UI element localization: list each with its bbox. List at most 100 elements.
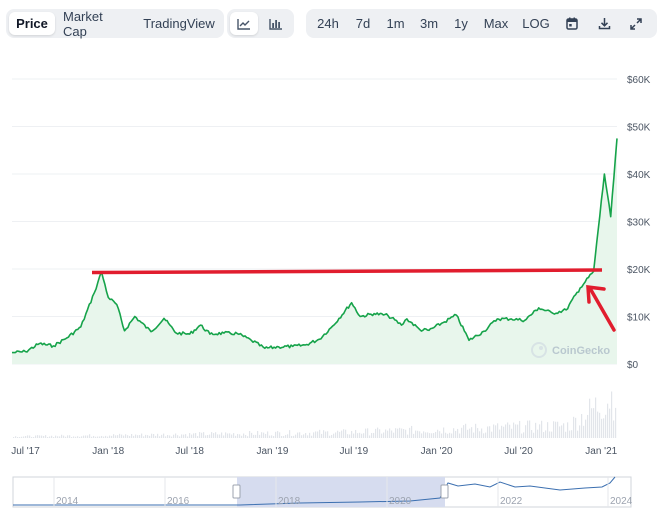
volume-bar [71, 437, 73, 438]
price-area [12, 138, 617, 364]
download-button[interactable] [588, 12, 620, 35]
volume-bar [285, 434, 287, 438]
volume-bar [531, 429, 533, 438]
volume-bar [49, 436, 51, 438]
volume-bar [123, 435, 125, 438]
volume-bar [535, 422, 537, 438]
volume-bar [15, 436, 17, 438]
volume-bar [311, 435, 313, 438]
volume-bar [315, 431, 317, 438]
price-line [11, 138, 618, 354]
line-chart-button[interactable] [230, 12, 258, 35]
volume-bar [605, 414, 607, 438]
chart-tab-group: Price Market Cap TradingView [6, 8, 224, 39]
volume-bar [613, 420, 615, 438]
tab-market-cap[interactable]: Market Cap [63, 8, 103, 39]
volume-bar [263, 432, 265, 438]
volume-bar [87, 435, 89, 438]
navigator-right-handle[interactable] [440, 484, 449, 499]
volume-bar [243, 433, 245, 438]
volume-bar [211, 432, 213, 438]
volume-bar [611, 391, 613, 438]
calendar-icon [566, 17, 578, 30]
expand-button[interactable] [620, 12, 652, 35]
range-log[interactable]: LOG [522, 16, 550, 31]
volume-bar [107, 436, 109, 438]
volume-bar [471, 427, 473, 438]
tab-tradingview[interactable]: TradingView [143, 16, 215, 31]
y-tick-label: $60K [627, 75, 651, 86]
volume-bar [431, 433, 433, 438]
volume-bar [533, 432, 535, 438]
volume-bar [201, 432, 203, 438]
volume-bar [31, 436, 33, 438]
range-1y[interactable]: 1y [454, 16, 468, 31]
x-tick-label: Jan '19 [256, 446, 288, 457]
coingecko-logo-icon [531, 342, 547, 358]
volume-bar [413, 433, 415, 438]
volume-bar [489, 426, 491, 438]
volume-bar [493, 424, 495, 438]
volume-bar [13, 437, 15, 438]
volume-bar [323, 430, 325, 438]
volume-bar [83, 435, 85, 438]
volume-bar [257, 431, 259, 438]
volume-bar [149, 435, 151, 438]
volume-bar [357, 433, 359, 438]
volume-bar [523, 432, 525, 438]
volume-bar [155, 435, 157, 438]
volume-bar [369, 435, 371, 438]
navigator[interactable]: 2014 2016 2018 2020 2022 2024 [12, 476, 633, 508]
volume-bar [37, 435, 39, 438]
volume-bar [283, 435, 285, 438]
volume-bar [175, 433, 177, 438]
volume-bar [287, 434, 289, 438]
volume-bar [63, 435, 65, 438]
navigator-year-labels: 2014 2016 2018 2020 2022 2024 [53, 477, 633, 507]
candlestick-chart-button[interactable] [262, 12, 290, 35]
navigator-selection[interactable] [237, 477, 445, 507]
volume-bar [35, 435, 37, 438]
volume-bar [47, 437, 49, 438]
volume-bar [403, 428, 405, 438]
volume-bar [401, 428, 403, 438]
volume-bar [475, 423, 477, 438]
volume-bar [273, 436, 275, 438]
calendar-button[interactable] [556, 12, 588, 35]
volume-bar [21, 436, 23, 438]
x-tick-label: Jul '18 [175, 446, 204, 457]
volume-bar [269, 435, 271, 438]
resistance-line-annotation [91, 268, 603, 275]
range-24h[interactable]: 24h [317, 16, 339, 31]
navigator-year-label: 2022 [500, 496, 523, 507]
volume-bar [153, 433, 155, 438]
volume-bar [571, 430, 573, 438]
range-max[interactable]: Max [483, 16, 509, 31]
volume-bar [89, 434, 91, 438]
navigator-left-handle[interactable] [232, 484, 241, 499]
volume-bar [245, 434, 247, 438]
range-7d[interactable]: 7d [355, 16, 371, 31]
volume-bar [181, 434, 183, 438]
tab-price[interactable]: Price [9, 12, 55, 35]
volume-bar [69, 435, 71, 438]
volume-bar [185, 434, 187, 438]
volume-bar [347, 434, 349, 438]
x-tick-label: Jul '19 [340, 446, 369, 457]
volume-bar [463, 425, 465, 438]
volume-bar [329, 435, 331, 438]
volume-bar [409, 427, 411, 438]
range-3m[interactable]: 3m [419, 16, 439, 31]
range-1m[interactable]: 1m [386, 16, 405, 31]
volume-bar [477, 428, 479, 438]
volume-bar [51, 435, 53, 438]
volume-bar [131, 434, 133, 438]
volume-bar [55, 435, 57, 438]
volume-bar [599, 412, 601, 438]
volume-bar [253, 434, 255, 438]
volume-bar [385, 429, 387, 438]
volume-bar [537, 429, 539, 438]
volume-bar [391, 430, 393, 438]
volume-bar [393, 432, 395, 438]
volume-bar [509, 424, 511, 438]
